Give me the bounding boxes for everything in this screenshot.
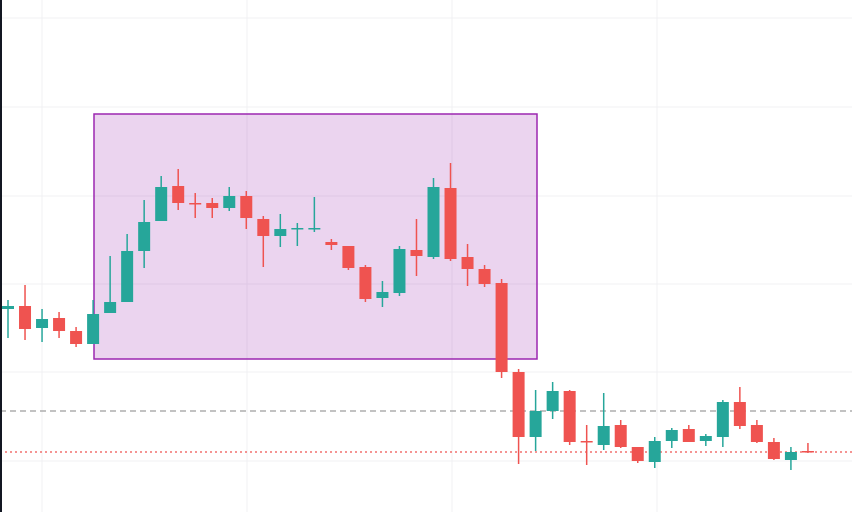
candle-body (172, 186, 185, 203)
candle-body (155, 187, 168, 221)
candle-body (291, 228, 304, 230)
candle-body (223, 196, 236, 208)
y-grid (0, 17, 852, 462)
candle-body (2, 306, 14, 309)
candle-body (665, 430, 678, 441)
candle-body (682, 429, 695, 442)
candle-body (376, 292, 389, 298)
candle-body (716, 402, 729, 437)
candle-body (580, 441, 593, 443)
candle-body (597, 426, 610, 445)
candle-body (410, 250, 423, 256)
candle-body (138, 222, 151, 251)
candle-body (342, 246, 355, 268)
candle-body (189, 203, 202, 205)
candle-body (546, 391, 559, 411)
candle-body (121, 251, 134, 302)
candle-body (784, 452, 797, 460)
candle-body (240, 196, 253, 218)
candle-body (206, 203, 219, 208)
candle-body (648, 441, 661, 462)
candle-body (495, 283, 508, 372)
candle-body (750, 425, 763, 442)
candle-body (461, 257, 474, 269)
candle-body (512, 372, 525, 437)
candle-body (104, 302, 117, 313)
candle-body (325, 242, 338, 245)
candle-body (563, 391, 576, 442)
candle-body (393, 249, 406, 293)
candle-body (257, 219, 270, 236)
candle-body (733, 402, 746, 426)
candle-body (308, 228, 321, 230)
reference-lines (0, 410, 852, 453)
candle-body (767, 442, 780, 459)
candle-body (359, 267, 372, 299)
candle-body (444, 188, 457, 259)
candle-body (70, 331, 83, 344)
candle-body (87, 314, 100, 344)
candle-body (274, 229, 287, 236)
candle-body (478, 269, 491, 284)
range-rectangle (93, 113, 538, 360)
candle-body (427, 187, 440, 257)
candles (2, 163, 814, 470)
candle-body (36, 319, 49, 328)
candle-body (614, 425, 627, 447)
left-edge (0, 0, 2, 512)
candle-body (529, 411, 542, 437)
candle-body (631, 447, 644, 461)
candle-body (19, 306, 32, 329)
candle-body (699, 436, 712, 441)
candle-body (801, 451, 814, 453)
candle-body (53, 318, 66, 331)
